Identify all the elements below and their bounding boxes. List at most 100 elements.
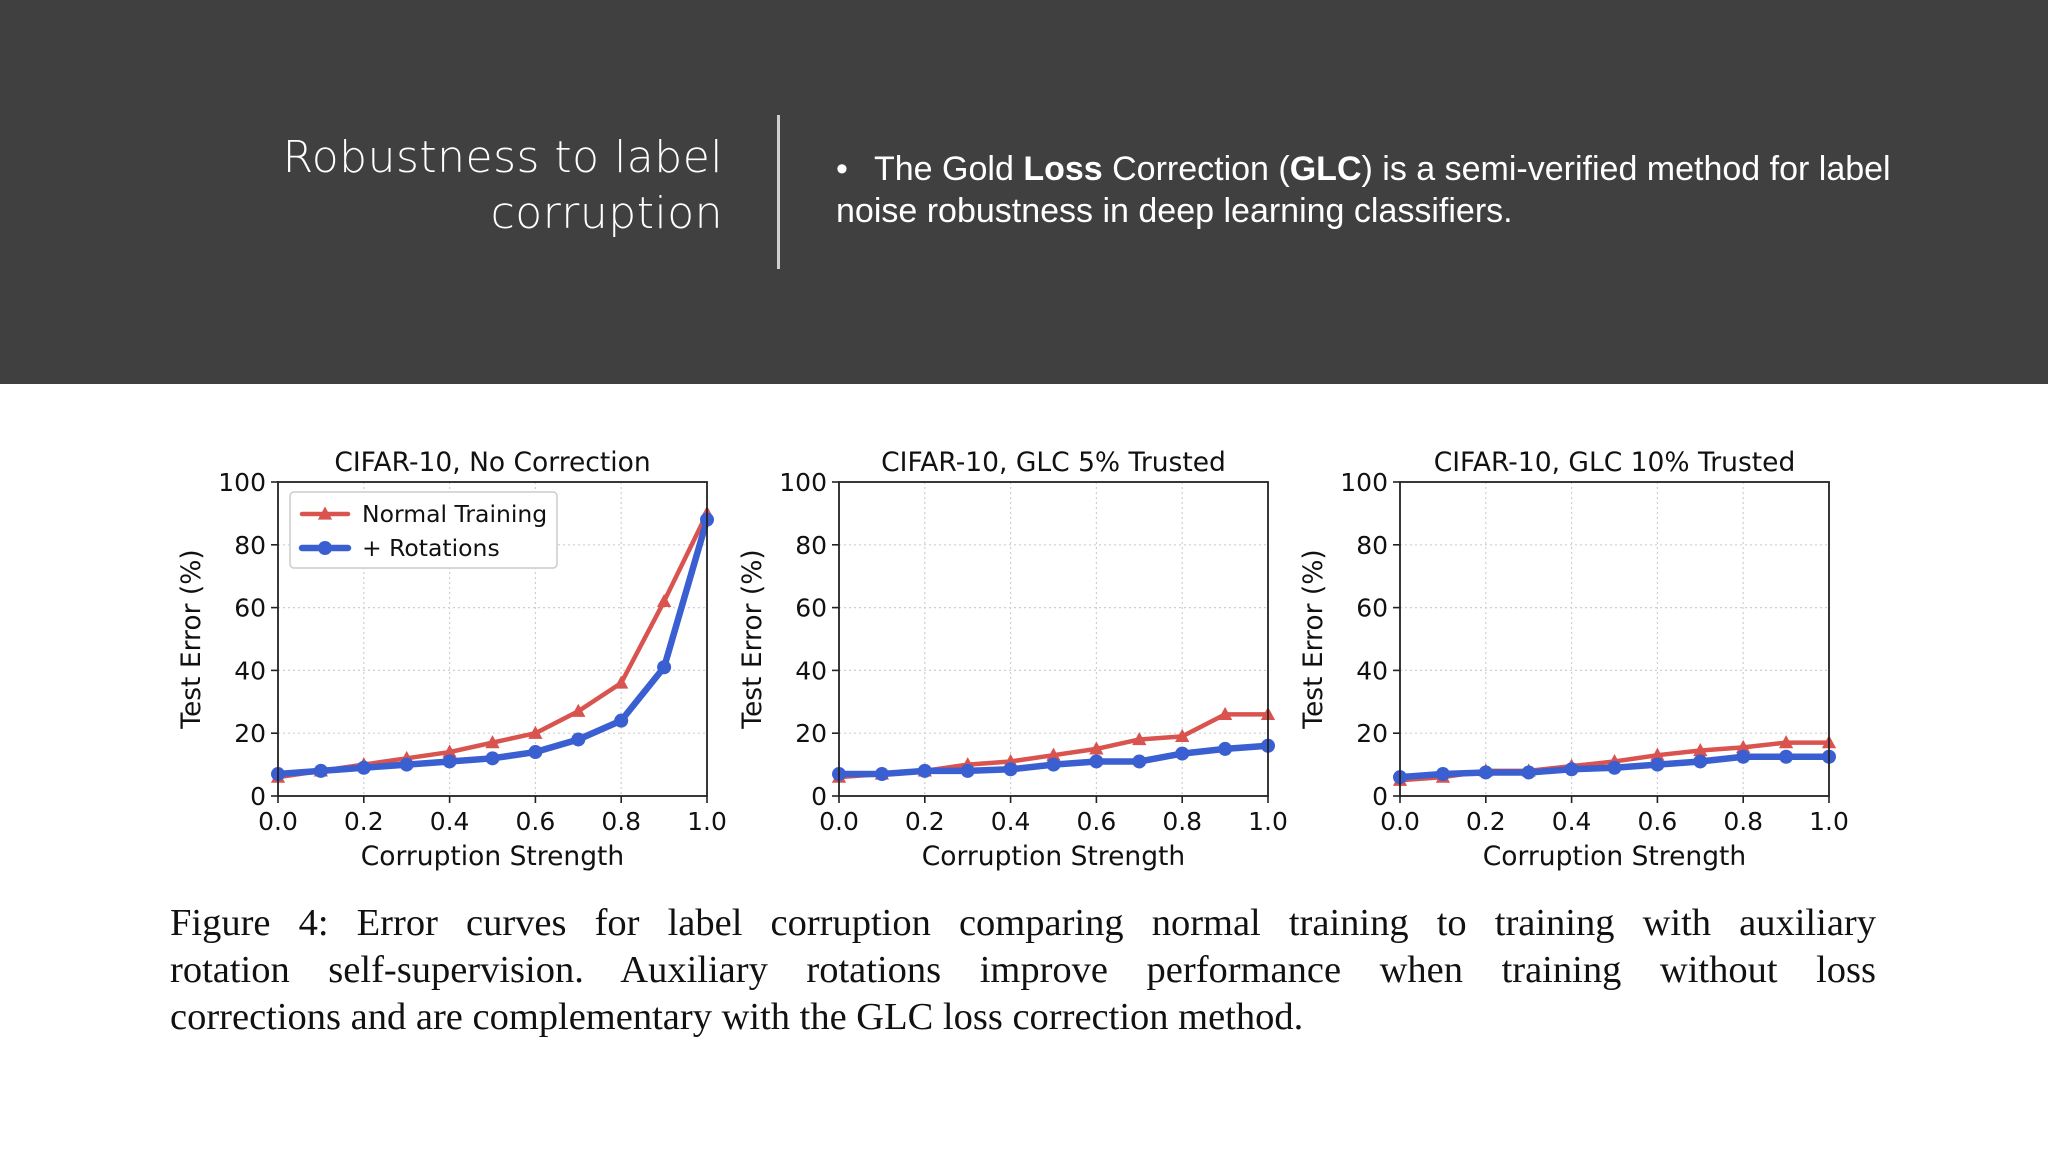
- x-tick-label: 0.8: [1162, 807, 1202, 836]
- y-tick-label: 100: [1340, 468, 1388, 497]
- x-tick-label: 0.2: [1466, 807, 1506, 836]
- chart-panel-2: 0.0 0.2 0.4 0.6 0.8 1.0 0 20 40 60 80 100 CIFAR-10, …: [737, 447, 1288, 872]
- y-tick-label: 100: [218, 468, 266, 497]
- data-point-rotations: [1435, 767, 1450, 782]
- data-point-rotations: [442, 754, 457, 769]
- data-point-rotations: [960, 763, 975, 778]
- x-tick-label: 0.4: [430, 807, 470, 836]
- data-point-rotations: [1089, 754, 1104, 769]
- y-tick-label: 40: [1356, 656, 1388, 685]
- x-tick-label: 0.6: [516, 807, 556, 836]
- x-tick-label: 0.8: [1723, 807, 1763, 836]
- data-point-normal-training: [1046, 747, 1061, 761]
- y-tick-label: 0: [1372, 782, 1388, 811]
- caption-line-1: Figure 4: Error curves for label corrupt…: [170, 902, 1876, 944]
- y-tick-label: 0: [250, 782, 266, 811]
- plot-frame: [277, 481, 708, 797]
- data-point-normal-training: [1736, 739, 1751, 753]
- chart-panel-3: 0.0 0.2 0.4 0.6 0.8 1.0 0 20 40 60 80 100 CIFAR-10, …: [1298, 447, 1849, 872]
- legend-marker-triangle: [317, 506, 333, 520]
- chart-title: CIFAR-10, GLC 5% Trusted: [881, 447, 1226, 478]
- y-tick-label: 0: [811, 782, 827, 811]
- y-axis-label: Test Error (%): [1298, 549, 1329, 729]
- data-point-rotations: [485, 751, 500, 766]
- y-tick-label: 100: [779, 468, 827, 497]
- chart-panel-1: 0.0 0.2 0.4 0.6 0.8 1.0 0 20 40 60 80 100 CIFAR-10, …: [176, 447, 727, 872]
- x-tick-label: 1.0: [687, 807, 727, 836]
- data-point-rotations: [1650, 757, 1665, 772]
- data-point-rotations: [1003, 762, 1018, 777]
- y-tick-label: 60: [795, 594, 827, 623]
- data-point-rotations: [571, 732, 586, 747]
- x-tick-label: 0.4: [1552, 807, 1592, 836]
- x-tick-label: 0.0: [1380, 807, 1420, 836]
- x-tick-label: 1.0: [1248, 807, 1288, 836]
- x-axis-label: Corruption Strength: [1483, 841, 1746, 872]
- x-tick-label: 0.0: [819, 807, 859, 836]
- data-point-normal-training: [1693, 742, 1708, 757]
- slide-header: Robustness to label corruption • The Gold…: [0, 0, 2048, 384]
- slide-title: Robustness to label corruption: [250, 130, 723, 242]
- data-point-rotations: [528, 745, 543, 760]
- x-tick-label: 0.2: [905, 807, 945, 836]
- data-point-rotations: [874, 767, 889, 782]
- figure-caption: Figure 4: Error curves for label corrupt…: [170, 900, 1876, 1041]
- data-point-rotations: [1779, 749, 1794, 764]
- slide-title-line-2: corruption: [490, 188, 723, 239]
- chart-legend: Normal Training + Rotations: [289, 491, 558, 569]
- y-tick-label: 20: [234, 719, 266, 748]
- data-point-rotations: [356, 760, 371, 775]
- caption-line-2: rotation self-supervision. Auxiliary rot…: [170, 949, 1876, 991]
- data-point-rotations: [1736, 749, 1751, 764]
- x-tick-label: 0.2: [344, 807, 384, 836]
- plot-frame: [838, 481, 1269, 797]
- data-point-rotations: [1175, 746, 1190, 761]
- y-tick-label: 60: [1356, 594, 1388, 623]
- data-point-rotations: [917, 763, 932, 778]
- y-tick-label: 60: [234, 594, 266, 623]
- data-point-rotations: [657, 660, 672, 675]
- data-point-normal-training: [1650, 747, 1665, 761]
- y-axis-label: Test Error (%): [176, 549, 207, 729]
- y-axis-label: Test Error (%): [737, 549, 768, 729]
- y-tick-label: 80: [1356, 531, 1388, 560]
- bullet-bold-glc: GLC: [1289, 150, 1362, 188]
- y-tick-label: 80: [795, 531, 827, 560]
- chart-title: CIFAR-10, GLC 10% Trusted: [1434, 447, 1796, 478]
- x-tick-label: 1.0: [1809, 807, 1849, 836]
- bullet-text-part-1: The Gold: [874, 150, 1024, 188]
- data-point-rotations: [614, 713, 629, 728]
- plot-frame: [1399, 481, 1830, 797]
- bullet-text-part-2: Correction (: [1102, 150, 1290, 188]
- data-point-normal-training: [1778, 735, 1794, 749]
- bullet-text-part-3: ) is a semi-verified method for label no…: [836, 150, 1891, 230]
- data-point-normal-training: [485, 735, 500, 749]
- data-point-normal-training: [442, 744, 457, 758]
- y-tick-label: 40: [795, 656, 827, 685]
- x-tick-label: 0.8: [601, 807, 641, 836]
- legend-marker-circle: [318, 541, 332, 555]
- data-point-rotations: [399, 757, 414, 772]
- data-point-normal-training: [1217, 706, 1233, 720]
- x-tick-label: 0.4: [991, 807, 1031, 836]
- legend-box: [289, 491, 558, 569]
- bullet-bold-loss: Loss: [1023, 150, 1103, 188]
- data-point-normal-training: [571, 703, 586, 717]
- data-point-rotations: [1046, 757, 1061, 772]
- data-point-rotations: [1521, 765, 1536, 780]
- x-axis-label: Corruption Strength: [922, 841, 1185, 872]
- bullet-symbol: •: [836, 150, 848, 188]
- data-point-rotations: [313, 763, 328, 778]
- slide-title-line-1: Robustness to label: [282, 132, 723, 183]
- data-point-rotations: [1218, 741, 1233, 756]
- data-point-normal-training: [614, 675, 629, 689]
- y-tick-label: 20: [795, 719, 827, 748]
- title-divider: [777, 115, 780, 269]
- data-point-normal-training: [1089, 741, 1104, 755]
- x-tick-label: 0.6: [1077, 807, 1117, 836]
- bullet-point: • The Gold Loss Correction (GLC) is a sem…: [836, 148, 1916, 232]
- data-point-rotations: [1607, 760, 1622, 775]
- data-point-rotations: [1478, 765, 1493, 780]
- data-point-rotations: [1132, 754, 1147, 769]
- chart-grid: [1399, 481, 1830, 797]
